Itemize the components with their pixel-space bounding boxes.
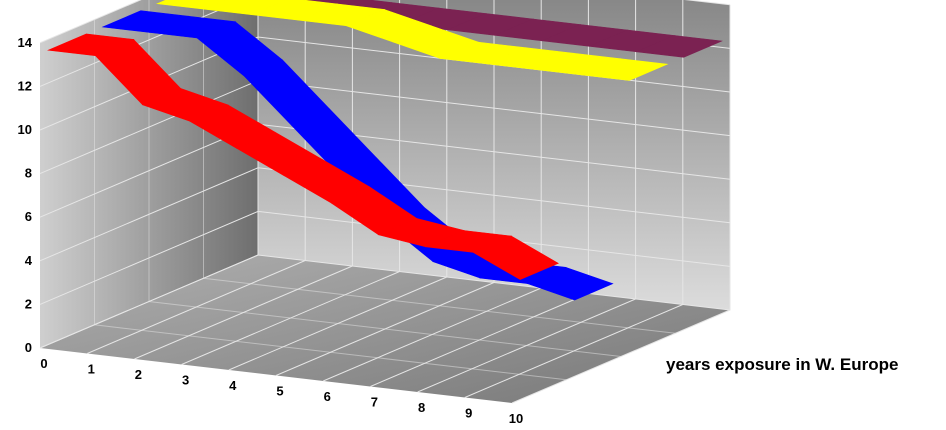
series-ribbon [47, 33, 559, 280]
y-tick-label: 4 [25, 253, 33, 268]
x-tick-label: 9 [465, 406, 472, 421]
gridline-x [275, 0, 495, 376]
x-tick-label: 8 [418, 400, 425, 415]
gridline-x [181, 0, 401, 365]
y-tick-label: 8 [25, 166, 32, 181]
gridline-x [134, 0, 353, 360]
series-segment [156, 0, 227, 10]
gridline-x [87, 0, 306, 354]
gridline-x [417, 0, 637, 393]
series-segment [580, 58, 669, 81]
y-tick-label: 10 [18, 122, 32, 137]
series-segment [635, 35, 723, 58]
series-segment [526, 266, 614, 301]
gridline-depth [203, 0, 676, 334]
gridline-x [228, 0, 448, 371]
series-ribbon [156, 0, 669, 81]
y-tick-label: 6 [25, 209, 32, 224]
x-tick-label: 1 [88, 362, 95, 377]
y-tick-label: 2 [25, 296, 32, 311]
x-tick-label: 5 [276, 384, 283, 399]
gridline-depth [94, 19, 567, 381]
gridline-y [39, 0, 731, 44]
y-tick-label: 0 [25, 340, 32, 355]
x-axis-label: years exposure in W. Europe [666, 355, 899, 374]
series-segment [203, 0, 287, 16]
x-tick-label: 2 [135, 367, 142, 382]
gridline-x [464, 0, 684, 398]
x-tick-label: 6 [324, 389, 331, 404]
gridline-x [511, 4, 731, 404]
series-layer [47, 0, 723, 301]
x-tick-label: 0 [40, 356, 47, 371]
x-tick-label: 3 [182, 373, 189, 388]
series-segment [472, 235, 559, 280]
y-tick-label: 12 [18, 78, 32, 93]
x-tick-label: 4 [229, 378, 237, 393]
x-tick-label: 7 [371, 395, 378, 410]
x-tick-label: 10 [509, 411, 523, 426]
y-tick-label: 14 [18, 35, 33, 50]
